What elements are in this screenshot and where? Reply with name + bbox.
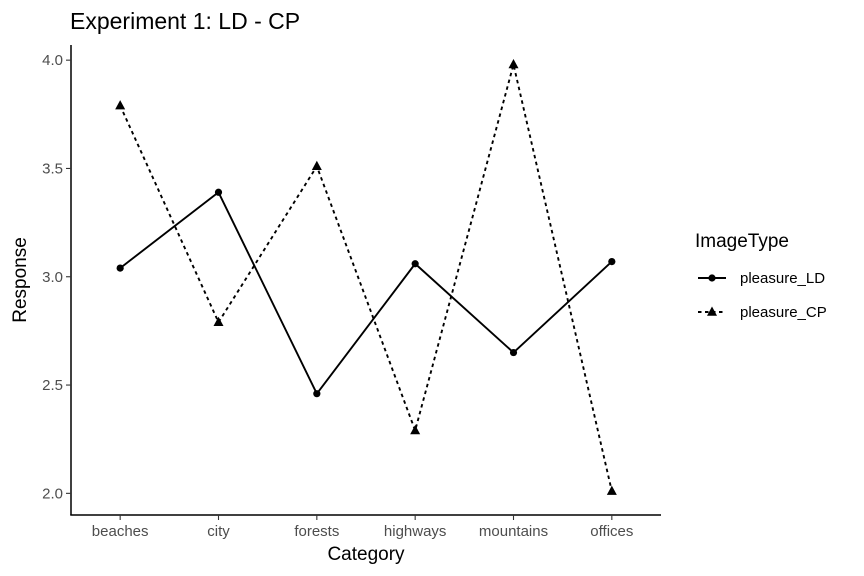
legend-key-marker — [708, 274, 716, 282]
legend-key-marker — [707, 306, 717, 316]
y-axis-title: Response — [10, 237, 31, 323]
y-tick-label: 4.0 — [42, 52, 63, 69]
data-point — [508, 58, 519, 69]
y-tick-label: 2.0 — [42, 485, 63, 502]
x-tick-label: offices — [590, 523, 633, 540]
data-point — [606, 485, 617, 495]
data-point — [214, 188, 223, 196]
series-layer — [115, 58, 617, 495]
data-point — [115, 100, 126, 110]
legend-title: ImageType — [695, 231, 789, 252]
plot-area: 2.0 2.5 3.0 3.5 4.0 beaches city forests highwa… — [42, 45, 661, 540]
legend-items: pleasure_LD pleasure_CP — [698, 270, 827, 321]
y-tick-label: 3.5 — [42, 160, 63, 177]
x-tick-label: forests — [294, 523, 339, 540]
data-point — [313, 390, 321, 398]
legend-item: pleasure_CP — [698, 304, 827, 321]
x-axis-ticks: beaches city forests highways mountains offic… — [92, 515, 633, 540]
legend-label: pleasure_LD — [740, 270, 825, 287]
x-tick-label: mountains — [479, 523, 548, 540]
legend: ImageType pleasure_LD pleasure_CP — [695, 231, 827, 321]
x-tick-label: highways — [384, 523, 447, 540]
legend-label: pleasure_CP — [740, 304, 827, 321]
data-point — [213, 316, 224, 326]
x-tick-label: beaches — [92, 523, 149, 540]
series-line — [119, 191, 613, 395]
data-point — [608, 257, 616, 266]
series-line — [119, 63, 613, 492]
series-pleasure_LD — [116, 188, 616, 398]
data-point — [116, 264, 124, 272]
data-point — [509, 348, 518, 357]
series-pleasure_CP — [115, 58, 617, 495]
data-point — [411, 260, 419, 268]
chart-title: Experiment 1: LD - CP — [70, 8, 300, 34]
data-point — [311, 160, 322, 171]
y-axis-ticks: 2.0 2.5 3.0 3.5 4.0 — [42, 52, 71, 502]
x-axis-title: Category — [327, 544, 405, 565]
y-tick-label: 3.0 — [42, 269, 63, 286]
y-tick-label: 2.5 — [42, 377, 63, 394]
legend-item: pleasure_LD — [698, 270, 825, 287]
data-point — [410, 425, 421, 435]
x-tick-label: city — [207, 523, 230, 540]
